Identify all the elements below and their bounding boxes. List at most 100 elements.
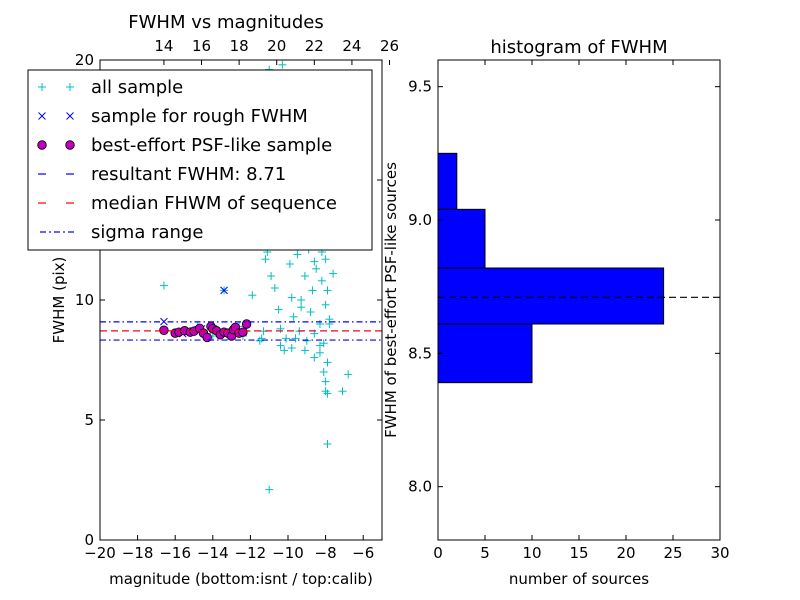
x-point-1 [220,286,228,295]
y-tick-label-4: 20 [75,51,94,69]
plus-point-23 [278,60,287,69]
plus-point-57 [310,353,319,362]
x-tick-label-1: −18 [122,544,154,562]
scatter-ylabel: FWHM (pix) [50,257,68,344]
legend-marker-x-b-b [66,112,74,120]
legend-dot-2-a [49,231,51,233]
hist-x-tick-label-5: 25 [663,544,682,562]
plus-point-68 [287,344,296,352]
plus-point-21 [274,305,283,314]
scatter-plot-area [100,60,382,494]
plus-point-61 [321,377,330,386]
plus-point-75 [297,296,306,304]
scatter-xlabel: magnitude (bottom:isnt / top:calib) [109,570,373,588]
y-tick-label-0: 0 [84,531,94,549]
plus-point-54 [321,300,330,309]
plus-point-53 [312,264,321,273]
plus-point-65 [338,387,347,396]
legend-label-sigma-range: sigma range [91,222,203,243]
legend-marker-plus-a [38,83,46,91]
plus-point-0 [159,281,168,290]
circle-point-19 [238,327,248,337]
histogram-bar-3 [437,152,458,210]
y-tick-label-2: 10 [75,291,94,309]
x-tick-label-0: −20 [84,544,116,562]
circle-point-0 [159,325,169,335]
histogram-bar-2 [437,208,486,269]
top-tick-label-3: 20 [267,37,286,55]
hist-y-tick-label-1: 8.5 [408,344,432,362]
hist-y-tick-label-0: 8.0 [408,478,432,496]
plus-point-76 [317,276,326,285]
plus-point-30 [291,334,300,343]
plus-point-25 [282,334,291,343]
legend-label-resultant-fwhm: resultant FWHM: 8.71 [91,164,286,185]
legend-marker-plus-b [66,83,74,91]
top-tick-label-1: 16 [192,37,211,55]
x-tick-label-3: −14 [197,544,229,562]
top-tick-label-2: 18 [230,37,249,55]
plus-point-46 [321,255,330,264]
plus-point-16 [265,485,274,494]
legend-marker-circle-b [65,140,75,150]
plus-point-27 [285,260,294,268]
x-tick-label-4: −12 [235,544,267,562]
plus-point-63 [323,389,332,398]
plus-point-74 [306,308,315,316]
plus-point-19 [270,284,279,292]
legend-label-rough-sample: sample for rough FWHM [91,106,308,127]
legend-label-psf-sample: best-effort PSF-like sample [91,135,332,156]
hist-x-tick-label-2: 10 [522,544,541,562]
plus-point-70 [257,334,266,343]
plus-point-35 [300,272,309,280]
plus-point-77 [310,257,319,266]
plus-point-39 [308,286,317,295]
plus-point-66 [344,370,353,379]
legend-label-median-fwhm: median FHWM of sequence [91,193,337,214]
hist-x-tick-label-0: 0 [433,544,443,562]
hist-x-tick-label-4: 20 [616,544,635,562]
plus-point-56 [315,348,324,357]
legend: all sample sample for rough FWHM best-ef… [27,69,373,251]
plus-point-29 [289,312,298,321]
legend-markers [37,83,75,233]
plus-point-24 [280,346,289,355]
plus-point-36 [302,336,311,345]
legend-marker-x-a [38,112,46,120]
plus-point-28 [287,293,296,302]
plus-point-58 [300,346,309,355]
legend-marker-x-a-b [38,112,46,120]
histogram-bar-0 [437,323,533,384]
plus-point-9 [248,291,257,300]
x-tick-label-6: −8 [315,544,337,562]
top-tick-label-6: 26 [380,37,399,55]
top-tick-label-5: 24 [342,37,361,55]
histogram-title: histogram of FWHM [490,37,667,58]
histogram-panel: histogram of FWHM 0 5 10 15 20 25 30 8.0 8.5 9.0 9… [382,37,730,588]
top-tick-label-4: 22 [305,37,324,55]
hist-x-tick-label-6: 30 [710,544,729,562]
legend-label-all-sample: all sample [91,77,183,98]
scatter-title: FWHM vs magnitudes [128,12,323,33]
plus-point-64 [323,440,332,448]
circle-point-20 [241,319,252,329]
plus-point-50 [329,269,338,278]
histogram-ticks: 0 5 10 15 20 25 30 8.0 8.5 9.0 9.5 [408,60,730,562]
plus-point-31 [293,250,302,259]
x-point-1-b [220,286,228,295]
plus-point-17 [267,272,276,280]
plus-point-14 [261,255,270,264]
hist-x-tick-label-3: 15 [569,544,588,562]
x-tick-label-5: −10 [272,544,304,562]
plus-point-60 [319,368,328,376]
top-tick-label-0: 14 [154,37,173,55]
legend-dot-2-b [63,231,65,233]
histogram-ylabel: FWHM of best-effort PSF-like sources [382,162,400,438]
plus-point-55 [325,320,334,328]
histogram-xlabel: number of sources [509,570,649,588]
hist-y-tick-label-2: 9.0 [408,211,432,229]
hist-y-tick-label-3: 9.5 [408,78,432,96]
scatter-data-layer [100,60,382,494]
plus-point-59 [323,358,332,367]
